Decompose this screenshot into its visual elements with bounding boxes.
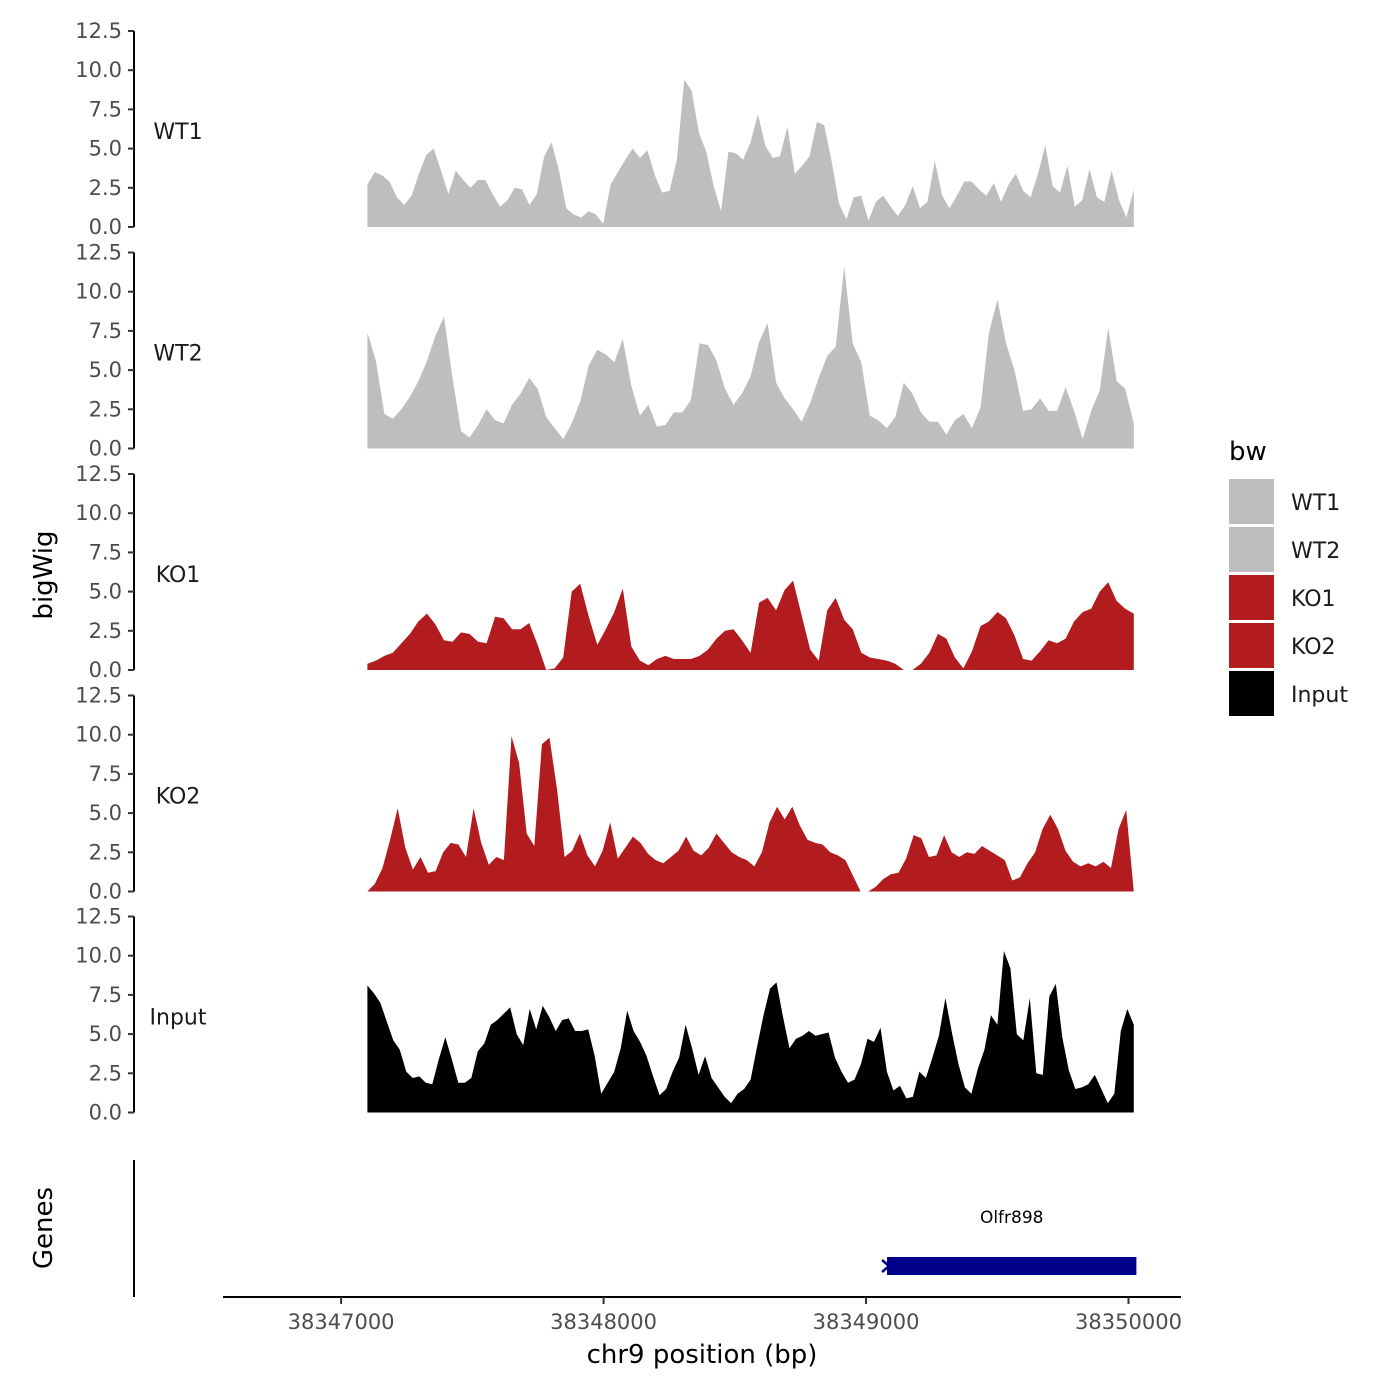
signal-area-input	[367, 951, 1134, 1113]
track-input: 0.0 2.5 5.0 7.5 10.0 12.5 Input	[75, 905, 1134, 1125]
signal-tracks: 0.0 2.5 5.0 7.5 10.0 12.5 WT1 0.0 2.5 5.0 7.5 10.0 1…	[75, 19, 1134, 1125]
y-tick-label: 5.0	[89, 801, 122, 825]
legend-entry-wt1: WT1	[1229, 479, 1340, 524]
y-tick-label: 5.0	[89, 580, 122, 604]
y-tick-label: 5.0	[89, 137, 122, 161]
y-tick-label: 2.5	[89, 397, 122, 421]
y-tick-label: 0.0	[89, 880, 122, 904]
y-tick-label: 7.5	[89, 762, 122, 786]
y-tick-label: 0.0	[89, 1101, 122, 1125]
y-tick-label: 2.5	[89, 840, 122, 864]
y-axis-title: bigWig	[29, 530, 59, 619]
x-axis-title: chr9 position (bp)	[587, 1340, 818, 1370]
signal-area-ko1	[367, 580, 1134, 670]
x-tick-label: 38350000	[1075, 1310, 1182, 1334]
track-ko1: 0.0 2.5 5.0 7.5 10.0 12.5 KO1	[75, 462, 1134, 682]
y-tick-label: 0.0	[89, 437, 122, 461]
y-tick-label: 2.5	[89, 176, 122, 200]
gene-label: Olfr898	[980, 1208, 1044, 1228]
signal-area-wt1	[367, 79, 1134, 227]
y-tick-label: 0.0	[89, 215, 122, 239]
legend-label: KO1	[1291, 587, 1336, 612]
legend: bw WT1 WT2 KO1 KO2 Input	[1229, 437, 1348, 716]
y-tick-label: 2.5	[89, 1061, 122, 1085]
y-tick-label: 12.5	[75, 684, 122, 708]
legend-key	[1229, 527, 1274, 572]
x-tick-label: 38348000	[550, 1310, 657, 1334]
y-tick-label: 10.0	[75, 280, 122, 304]
legend-key	[1229, 575, 1274, 620]
x-tick-label: 38347000	[288, 1310, 395, 1334]
legend-entry-ko2: KO2	[1229, 623, 1336, 668]
gene-body	[887, 1257, 1137, 1275]
track-label-input: Input	[150, 1006, 207, 1031]
legend-label: WT1	[1291, 491, 1340, 516]
y-tick-label: 7.5	[89, 540, 122, 564]
y-tick-label: 10.0	[75, 58, 122, 82]
y-tick-label: 7.5	[89, 983, 122, 1007]
legend-label: Input	[1291, 683, 1348, 708]
gene-olfr898: Olfr898	[881, 1208, 1137, 1275]
track-label-ko1: KO1	[156, 563, 201, 588]
x-tick-label: 38349000	[813, 1310, 920, 1334]
track-ko2: 0.0 2.5 5.0 7.5 10.0 12.5 KO2	[75, 684, 1134, 904]
strand-arrow-icon	[881, 1259, 891, 1273]
legend-entry-input: Input	[1229, 671, 1348, 716]
track-wt1: 0.0 2.5 5.0 7.5 10.0 12.5 WT1	[75, 19, 1134, 239]
y-tick-label: 10.0	[75, 944, 122, 968]
signal-area-ko2	[367, 736, 1134, 892]
gene-track: Olfr898	[133, 1160, 1137, 1297]
track-label-ko2: KO2	[156, 785, 201, 810]
legend-key	[1229, 671, 1274, 716]
y-tick-label: 7.5	[89, 97, 122, 121]
y-tick-label: 7.5	[89, 319, 122, 343]
genes-axis-title: Genes	[29, 1187, 59, 1269]
y-tick-label: 12.5	[75, 19, 122, 43]
legend-title: bw	[1229, 437, 1267, 467]
track-wt2: 0.0 2.5 5.0 7.5 10.0 12.5 WT2	[75, 241, 1134, 461]
signal-area-wt2	[367, 266, 1134, 449]
track-label-wt2: WT2	[153, 342, 202, 367]
legend-label: WT2	[1291, 539, 1340, 564]
track-label-wt1: WT1	[153, 120, 202, 145]
y-tick-label: 12.5	[75, 462, 122, 486]
y-tick-label: 2.5	[89, 619, 122, 643]
y-tick-label: 12.5	[75, 241, 122, 265]
y-tick-label: 5.0	[89, 1022, 122, 1046]
legend-key	[1229, 623, 1274, 668]
y-tick-label: 0.0	[89, 658, 122, 682]
legend-entry-ko1: KO1	[1229, 575, 1336, 620]
y-tick-label: 12.5	[75, 905, 122, 929]
legend-key	[1229, 479, 1274, 524]
y-tick-label: 5.0	[89, 358, 122, 382]
legend-entry-wt2: WT2	[1229, 527, 1340, 572]
y-tick-label: 10.0	[75, 723, 122, 747]
legend-label: KO2	[1291, 635, 1336, 660]
x-axis: 38347000 38348000 38349000 38350000	[223, 1296, 1182, 1334]
y-tick-label: 10.0	[75, 501, 122, 525]
